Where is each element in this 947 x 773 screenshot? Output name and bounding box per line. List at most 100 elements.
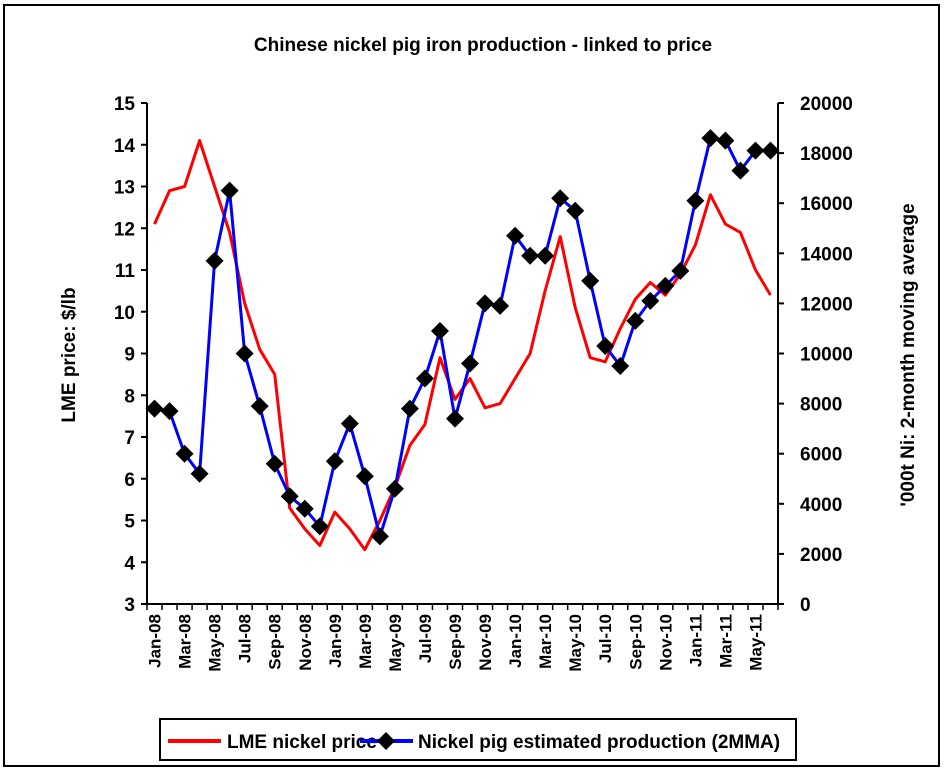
data-point-marker — [220, 181, 239, 200]
x-tick-label: May-08 — [206, 614, 225, 672]
legend-label-lme-price: LME nickel price — [227, 732, 377, 753]
right-tick-label: 4000 — [800, 495, 842, 516]
left-tick-label: 6 — [124, 470, 135, 491]
data-point-marker — [280, 487, 299, 506]
series-line — [154, 136, 771, 538]
data-point-marker — [581, 271, 600, 290]
data-point-marker — [596, 336, 615, 355]
data-point-marker — [430, 321, 449, 340]
x-tick-label: Mar-09 — [356, 614, 375, 669]
right-tick-label: 10000 — [800, 345, 853, 366]
data-point-marker — [250, 397, 269, 416]
left-tick-label: 13 — [114, 178, 135, 199]
data-point-marker — [145, 399, 164, 418]
x-tick-label: Sep-09 — [446, 614, 465, 670]
data-point-marker — [175, 444, 194, 463]
right-tick-label: 12000 — [800, 294, 853, 315]
series-layer — [145, 129, 780, 552]
data-point-marker — [701, 129, 720, 148]
data-point-marker — [235, 344, 254, 363]
axes: 3 4 5 6 7 8 9 10 11 12 13 14 15 0 2000 4000 6000 8000 1000… — [114, 94, 853, 672]
data-point-marker — [370, 527, 389, 546]
x-tick-label: Jan-09 — [326, 614, 345, 668]
x-tick-label: Jan-08 — [146, 614, 165, 668]
x-tick-label: Jan-10 — [506, 614, 525, 668]
data-point-marker — [340, 414, 359, 433]
data-point-marker — [415, 369, 434, 388]
x-tick-label: Jul-10 — [596, 614, 615, 663]
left-tick-label: 9 — [124, 345, 135, 366]
x-tick-label: May-11 — [746, 614, 765, 671]
data-point-marker — [310, 517, 329, 536]
data-point-marker — [445, 409, 464, 428]
x-tick-label: Jul-09 — [416, 614, 435, 663]
data-point-marker — [461, 354, 480, 373]
left-axis-title: LME price: $/lb — [59, 287, 80, 422]
data-point-marker — [325, 452, 344, 471]
x-tick-label: Nov-10 — [656, 614, 675, 671]
data-point-marker — [716, 131, 735, 150]
x-tick-label: Jan-11 — [686, 614, 705, 667]
chart-frame — [3, 4, 940, 767]
data-point-marker — [476, 294, 495, 313]
left-tick-label: 12 — [114, 219, 135, 240]
data-point-marker — [400, 399, 419, 418]
data-point-marker — [385, 479, 404, 498]
data-point-marker — [506, 226, 525, 245]
data-point-marker — [626, 311, 645, 330]
data-point-marker — [355, 467, 374, 486]
data-point-marker — [521, 246, 540, 265]
data-point-marker — [295, 499, 314, 518]
right-tick-label: 18000 — [800, 144, 853, 165]
legend-marker-diamond — [377, 732, 395, 750]
data-point-marker — [641, 291, 660, 310]
data-point-marker — [491, 296, 510, 315]
x-tick-label: Jul-08 — [236, 614, 255, 663]
data-point-marker — [160, 402, 179, 421]
x-tick-label: Sep-08 — [266, 614, 285, 670]
data-point-marker — [265, 454, 284, 473]
data-point-marker — [686, 191, 705, 210]
data-point-marker — [731, 161, 750, 180]
right-tick-label: 6000 — [800, 445, 842, 466]
left-tick-label: 14 — [114, 136, 136, 157]
data-point-marker — [536, 246, 555, 265]
data-point-marker — [566, 201, 585, 220]
data-point-marker — [551, 189, 570, 208]
right-axis-title: '000t Ni: 2-month moving average — [898, 203, 919, 506]
data-point-marker — [656, 276, 675, 295]
x-tick-label: Nov-09 — [476, 614, 495, 671]
left-tick-label: 10 — [114, 303, 135, 324]
data-point-marker — [761, 141, 780, 160]
left-tick-label: 4 — [124, 553, 135, 574]
left-tick-label: 5 — [124, 512, 135, 533]
right-tick-label: 14000 — [800, 244, 853, 265]
legend: LME nickel price Nickel pig estimated pr… — [159, 718, 797, 761]
chart-title: Chinese nickel pig iron production - lin… — [254, 35, 712, 56]
right-tick-label: 20000 — [800, 94, 853, 115]
left-tick-label: 15 — [114, 94, 136, 115]
series-line — [153, 139, 772, 552]
x-tick-label: May-10 — [566, 614, 585, 672]
x-tick-label: May-09 — [386, 614, 405, 672]
right-tick-label: 8000 — [800, 395, 842, 416]
right-tick-label: 2000 — [800, 545, 842, 566]
series-npi-production — [145, 129, 780, 546]
x-tick-label: Mar-11 — [716, 614, 735, 668]
left-tick-label: 3 — [124, 595, 135, 616]
left-tick-label: 7 — [124, 428, 135, 449]
data-point-marker — [205, 251, 224, 270]
right-tick-label: 16000 — [800, 194, 853, 215]
left-tick-label: 11 — [115, 261, 136, 282]
legend-label-npi-production: Nickel pig estimated production (2MMA) — [418, 732, 780, 753]
data-point-marker — [611, 357, 630, 376]
series-lme-nickel-price — [153, 139, 772, 552]
x-tick-label: Sep-10 — [626, 614, 645, 670]
left-tick-label: 8 — [124, 386, 135, 407]
data-point-marker — [746, 141, 765, 160]
x-tick-label: Mar-10 — [536, 614, 555, 669]
legend-box — [159, 718, 797, 761]
right-tick-label: 0 — [800, 595, 811, 616]
x-tick-label: Mar-08 — [176, 614, 195, 669]
